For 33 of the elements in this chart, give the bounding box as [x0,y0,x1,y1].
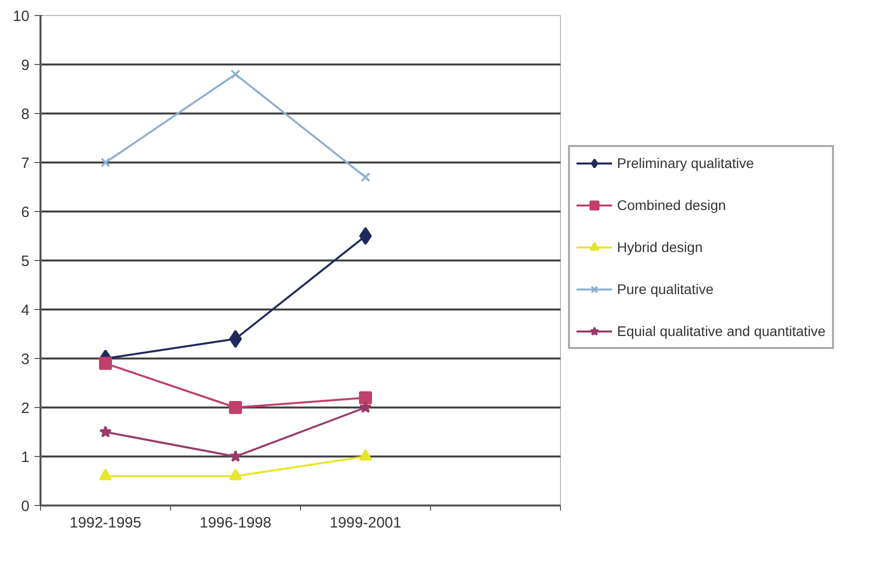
legend-label: Equial qualitative and quantitative [617,323,826,339]
legend-label: Pure qualitative [617,281,714,297]
point [229,401,242,414]
y-tick-label: 0 [21,498,30,515]
y-tick-label: 9 [21,57,30,74]
point [359,449,372,461]
point [229,468,242,480]
legend-label: Hybrid design [617,239,703,255]
y-tick-label: 8 [21,106,30,123]
point [100,158,110,168]
point [99,468,112,480]
legend-label: Combined design [617,197,726,213]
point [359,391,372,404]
legend-label: Preliminary qualitative [617,155,754,171]
y-tick-label: 5 [21,253,30,270]
point [230,69,240,80]
y-tick-label: 6 [21,204,30,221]
x-tick-label: 1999-2001 [330,514,402,532]
x-tick-label: 1996-1998 [200,514,272,532]
y-tick-label: 3 [21,351,30,368]
point [99,356,112,370]
point [229,450,242,462]
y-tick-label: 1 [21,449,30,466]
y-tick-label: 10 [12,8,30,25]
point [359,227,372,245]
point [359,401,372,413]
point [99,426,112,438]
y-tick-label: 7 [21,155,30,172]
y-tick-label: 4 [21,302,30,319]
y-tick-label: 2 [21,400,30,417]
point [360,172,370,182]
point [229,330,242,348]
x-tick-label: 1992-1995 [70,514,142,532]
